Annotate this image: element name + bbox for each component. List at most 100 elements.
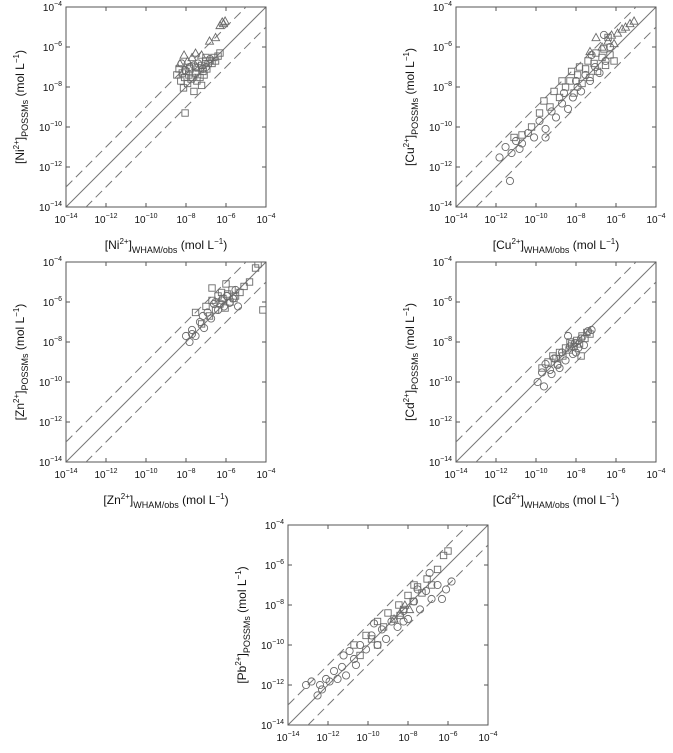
data-point-circle: [573, 82, 582, 92]
data-point-circle: [233, 302, 243, 311]
data-point-circle: [535, 116, 544, 126]
data-point-triangle: [389, 614, 399, 623]
identity-line: [66, 7, 266, 207]
data-point-circle: [422, 586, 431, 596]
data-point-square: [404, 591, 412, 600]
panel-zn: 10−14 10−12 10−10 10−8 10−6 10−4 10−14 10−12 10−…: [12, 256, 276, 510]
data-point-circle: [187, 329, 197, 339]
data-point-circle: [515, 144, 524, 153]
plot-frame: [455, 6, 657, 208]
identity-line: [288, 525, 488, 725]
data-point-circle: [601, 56, 610, 66]
data-point-circle: [581, 70, 590, 80]
y-tick-label: 10−10: [429, 121, 452, 134]
data-point-square: [181, 109, 189, 117]
data-point-triangle: [617, 24, 627, 33]
data-point-circle: [403, 614, 413, 624]
data-point-square: [221, 304, 229, 312]
data-point-triangle: [585, 46, 595, 56]
data-point-square: [197, 81, 206, 90]
x-tick-label: 10−12: [95, 213, 118, 226]
x-tick-label: 10−8: [176, 213, 195, 226]
data-point-square: [240, 282, 248, 291]
data-point-circle: [315, 680, 325, 690]
panel-pb: 10−14 10−12 10−10 10−8 10−6 10−4 10−14 10−12 10−…: [234, 519, 498, 744]
lower-dashed-line: [475, 26, 656, 207]
x-tick-label: 10−4: [478, 731, 497, 744]
data-point-square: [236, 288, 244, 297]
y-tick-label: 10−6: [433, 41, 452, 54]
data-point-circle: [561, 356, 570, 365]
x-tick-label: 10−14: [55, 468, 78, 481]
data-point-square: [427, 581, 436, 589]
data-point-square: [575, 63, 584, 71]
y-tick-label: 10−10: [261, 639, 284, 652]
identity-line: [66, 262, 266, 462]
x-tick-label: 10−14: [445, 213, 468, 226]
y-tick-label: 10−14: [39, 456, 62, 469]
data-point-square: [604, 33, 612, 42]
data-point-square: [222, 280, 230, 288]
y-tick-label: 10−4: [265, 519, 284, 532]
identity-line: [456, 7, 656, 207]
x-tick-label: 10−10: [135, 213, 158, 226]
x-tick-label: 10−4: [256, 213, 275, 226]
y-tick-label: 10−12: [39, 416, 62, 429]
data-point-circle: [442, 585, 451, 594]
data-point-circle: [345, 646, 354, 656]
x-tick-label: 10−8: [566, 468, 585, 481]
x-axis-label: [Cd2+]WHAM/obs (mol L−1): [493, 492, 619, 510]
data-point-circle: [337, 662, 347, 671]
data-point-circle: [213, 305, 223, 315]
data-point-circle: [377, 625, 387, 634]
data-point-square: [259, 306, 266, 314]
data-point-square: [395, 601, 403, 609]
y-tick-label: 10−8: [43, 81, 62, 94]
x-axis-label: [Ni2+]WHAM/obs (mol L−1): [105, 237, 227, 255]
data-point-circle: [530, 133, 539, 142]
data-point-triangle: [404, 604, 415, 614]
lower-dashed-line: [85, 281, 266, 462]
data-point-circle: [507, 148, 516, 158]
data-point-circle: [409, 597, 419, 606]
y-tick-label: 10−14: [261, 719, 284, 732]
data-point-circle: [211, 297, 220, 307]
y-tick-label: 10−6: [43, 41, 62, 54]
y-tick-label: 10−6: [433, 296, 452, 309]
data-point-square: [567, 67, 576, 76]
y-axis-label: [Cd2+]POSSMs (mol L−1): [402, 303, 420, 421]
data-point-triangle: [220, 16, 230, 25]
lower-dashed-line: [475, 281, 656, 462]
data-point-circle: [231, 285, 240, 295]
data-point-circle: [200, 323, 209, 333]
data-point-square: [586, 73, 594, 82]
data-point-triangle: [400, 600, 410, 609]
y-tick-label: 10−12: [429, 161, 452, 174]
data-point-circle: [367, 631, 376, 640]
data-point-triangle: [190, 48, 201, 57]
x-axis-label: [Zn2+]WHAM/obs (mol L−1): [103, 492, 228, 510]
y-axis-label: [Cu2+]POSSMs (mol L−1): [402, 48, 420, 166]
lower-dashed-line: [307, 544, 488, 725]
data-point-triangle: [606, 30, 617, 39]
x-tick-label: 10−12: [485, 213, 508, 226]
y-tick-label: 10−10: [429, 376, 452, 389]
plot-frame: [65, 261, 267, 463]
x-tick-label: 10−4: [256, 468, 275, 481]
plot-frame: [455, 261, 657, 463]
y-tick-label: 10−12: [39, 161, 62, 174]
data-point-square: [570, 89, 578, 97]
x-tick-label: 10−12: [317, 731, 340, 744]
y-tick-label: 10−8: [433, 336, 452, 349]
data-point-square: [527, 123, 536, 131]
data-point-circle: [325, 677, 334, 686]
data-point-circle: [313, 691, 322, 700]
x-tick-label: 10−8: [398, 731, 417, 744]
data-point-circle: [541, 133, 550, 142]
data-point-circle: [495, 153, 504, 162]
upper-dashed-line: [66, 7, 247, 188]
data-point-square: [187, 75, 195, 83]
data-point-circle: [551, 113, 561, 122]
x-tick-label: 10−6: [606, 468, 625, 481]
data-point-square: [190, 87, 198, 96]
